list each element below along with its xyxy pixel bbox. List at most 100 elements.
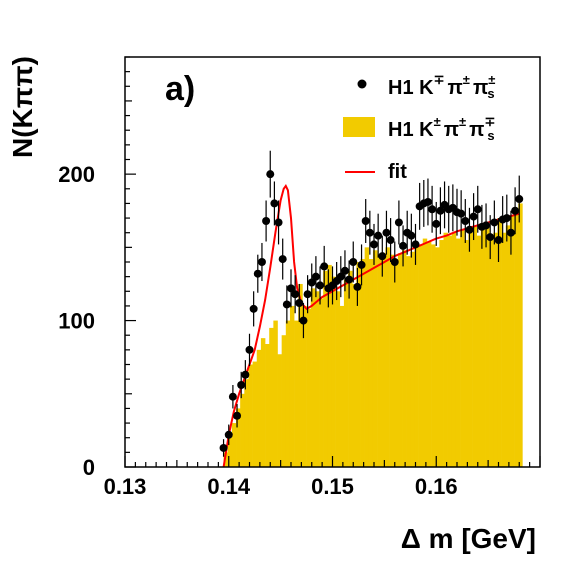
legend-bg-sup-k: ±	[434, 114, 441, 129]
background-bar	[364, 247, 370, 467]
data-point	[386, 236, 395, 245]
x-tick-label: 0.15	[311, 474, 354, 499]
data-point	[469, 212, 478, 221]
background-bar	[327, 264, 332, 467]
background-bar	[455, 238, 461, 467]
background-bar	[443, 232, 448, 467]
background-bar	[447, 235, 453, 467]
data-point	[340, 266, 349, 275]
background-bar	[422, 238, 428, 467]
data-point	[511, 206, 520, 215]
background-bar	[414, 247, 419, 467]
y-tick-label: 200	[58, 162, 95, 187]
background-bar	[348, 270, 353, 467]
background-bar	[389, 254, 395, 467]
background-bar	[464, 240, 469, 467]
data-point	[436, 206, 445, 215]
background-bar	[451, 232, 457, 467]
data-point	[399, 241, 408, 250]
legend-swatch-background	[343, 117, 375, 137]
data-point	[361, 217, 370, 225]
background-bar	[306, 308, 312, 467]
background-bar	[285, 320, 291, 467]
legend-entry-background: H1 K± π± π∓ s	[343, 114, 495, 143]
background-bar	[460, 229, 465, 467]
data-point	[224, 430, 233, 439]
background-bar	[273, 320, 278, 467]
background-bar	[277, 354, 282, 467]
data-point	[241, 370, 250, 379]
data-point	[374, 231, 383, 240]
background-bar	[381, 253, 386, 467]
data-point	[428, 205, 437, 214]
data-point	[257, 258, 266, 266]
background-bar	[397, 253, 403, 467]
fit-curve	[222, 183, 520, 468]
background-bar	[431, 244, 436, 467]
data-point	[278, 255, 287, 264]
background-bar	[331, 276, 336, 467]
background-bar	[385, 247, 390, 467]
background-bar	[480, 229, 486, 467]
background-bar	[476, 235, 482, 467]
background-histogram	[223, 203, 523, 467]
legend-bg-sup-pi: ±	[459, 114, 466, 129]
legend-fit-label: fit	[388, 161, 407, 183]
data-point	[357, 260, 366, 269]
data-points	[219, 150, 524, 457]
background-bar	[289, 305, 295, 467]
background-bar	[244, 379, 249, 467]
data-point	[228, 392, 237, 401]
background-bar	[319, 298, 324, 467]
data-point	[432, 219, 441, 228]
data-point	[457, 209, 466, 218]
background-bar	[489, 240, 494, 467]
background-bar	[356, 262, 361, 467]
svg-text:H1 K∓π±π±s: H1 K∓ π± π± s	[388, 72, 495, 101]
background-bar	[406, 256, 411, 467]
legend-data-sub-s: s	[487, 86, 494, 101]
background-bar	[231, 423, 237, 467]
x-tick-label: 0.13	[104, 474, 147, 499]
background-bar	[310, 288, 316, 467]
data-point	[311, 272, 320, 281]
legend-entry-data: H1 K∓ π± π± s	[357, 72, 495, 101]
data-point	[461, 217, 470, 225]
legend-data-sup-pis: ±	[488, 72, 495, 87]
data-point	[307, 278, 316, 287]
background-bar	[281, 335, 287, 467]
background-bar	[227, 437, 233, 467]
data-point	[303, 290, 312, 299]
y-tick-label: 0	[83, 455, 95, 480]
data-point	[349, 258, 358, 266]
data-point	[382, 228, 391, 237]
legend-bg-sup-pis: ∓	[484, 114, 495, 129]
legend-data-sup-pi: ±	[463, 72, 470, 87]
y-tick-label: 100	[58, 309, 95, 334]
legend-entry-fit: fit	[345, 161, 407, 183]
data-point	[336, 272, 345, 281]
background-bar	[418, 244, 424, 467]
data-point	[270, 199, 279, 208]
background-bar	[314, 291, 320, 467]
background-bar	[352, 283, 357, 467]
background-bar	[265, 344, 270, 467]
legend-data-label: H1 K	[388, 77, 434, 99]
legend-marker-data	[357, 79, 367, 89]
data-point	[515, 195, 524, 204]
background-bar	[335, 291, 341, 467]
data-point	[494, 236, 503, 245]
background-bar	[343, 279, 349, 467]
data-point	[291, 290, 300, 299]
data-point	[370, 240, 378, 249]
data-point	[482, 221, 491, 230]
legend-data-pis: π	[473, 77, 488, 99]
legend-data-sup-k: ∓	[434, 72, 445, 87]
data-point	[486, 233, 495, 242]
background-bar	[294, 320, 299, 467]
background-bar	[505, 225, 511, 467]
background-bar	[269, 327, 274, 467]
y-axis-title: N(Kππ)	[7, 56, 38, 158]
background-bar	[323, 270, 328, 467]
